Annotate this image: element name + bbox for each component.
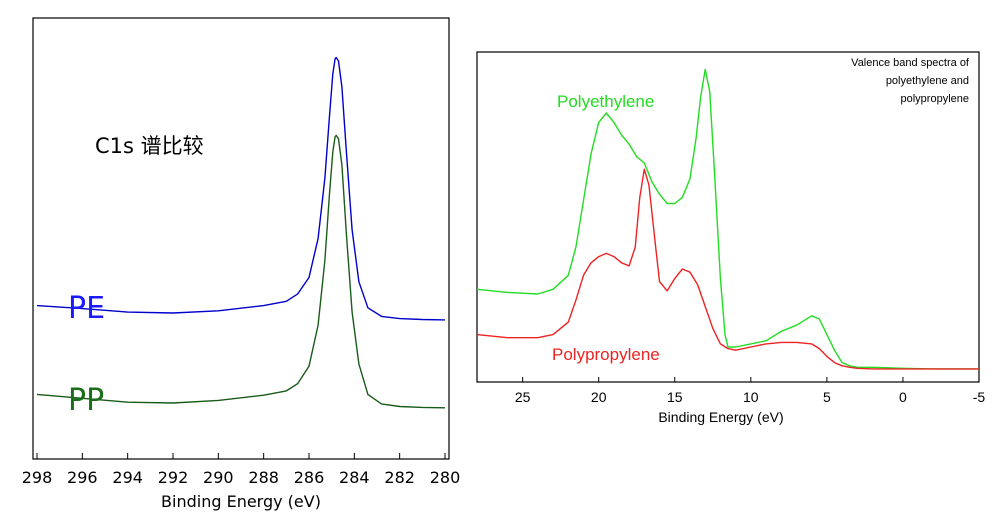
- valence-x-axis-title: Binding Energy (eV): [658, 409, 783, 425]
- c1s-x-ticks: 298 296 294 292 290 288 286 284 282 280: [22, 453, 461, 487]
- legend-polypropylene-label: Polypropylene: [552, 345, 660, 364]
- c1s-x-tick-label-2: 294: [112, 468, 143, 487]
- c1s-x-tick-label-5: 288: [248, 468, 279, 487]
- valence-x-tick-label-2: 15: [667, 389, 683, 405]
- c1s-series-line-pe: [36, 56, 446, 321]
- c1s-chart: 298 296 294 292 290 288 286 284 282 280 C1s 谱比较 P…: [22, 17, 461, 511]
- c1s-x-tick-label-9: 280: [430, 468, 461, 487]
- valence-x-tick-label-5: 0: [899, 389, 907, 405]
- valence-plot-frame: [476, 51, 980, 383]
- c1s-chart-title: C1s 谱比较: [95, 134, 204, 158]
- valence-x-tick-label-3: 10: [743, 389, 759, 405]
- valence-series-line-polyethylene: [476, 68, 979, 370]
- valence-title-line-2: polyethylene and: [886, 75, 969, 87]
- valence-series-line-polypropylene: [476, 168, 979, 370]
- valence-x-ticks: 25 20 15 10 5 0 -5: [515, 377, 986, 405]
- valence-x-tick-label-4: 5: [823, 389, 831, 405]
- c1s-x-tick-label-3: 292: [158, 468, 189, 487]
- valence-x-tick-label-1: 20: [591, 389, 607, 405]
- c1s-x-tick-label-4: 290: [203, 468, 234, 487]
- legend-pe-label: PE: [68, 291, 105, 326]
- c1s-x-axis-title: Binding Energy (eV): [161, 492, 321, 511]
- c1s-series-lines: [36, 56, 446, 409]
- valence-title-line-1: Valence band spectra of: [851, 57, 970, 69]
- c1s-x-tick-label-0: 298: [22, 468, 53, 487]
- c1s-series-line-pp: [36, 134, 446, 409]
- valence-series-lines: [476, 68, 979, 370]
- valence-x-tick-label-0: 25: [515, 389, 531, 405]
- valence-chart: 25 20 15 10 5 0 -5 Valence band spectra of pol…: [476, 51, 986, 425]
- c1s-x-tick-label-8: 282: [384, 468, 415, 487]
- legend-pp-label: PP: [68, 383, 104, 418]
- legend-polyethylene-label: Polyethylene: [557, 92, 654, 111]
- c1s-x-tick-label-1: 296: [67, 468, 98, 487]
- valence-title-line-3: polypropylene: [901, 93, 970, 105]
- c1s-x-tick-label-7: 284: [339, 468, 370, 487]
- c1s-x-tick-label-6: 286: [294, 468, 325, 487]
- c1s-plot-frame: [32, 17, 450, 460]
- valence-x-tick-label-6: -5: [973, 389, 986, 405]
